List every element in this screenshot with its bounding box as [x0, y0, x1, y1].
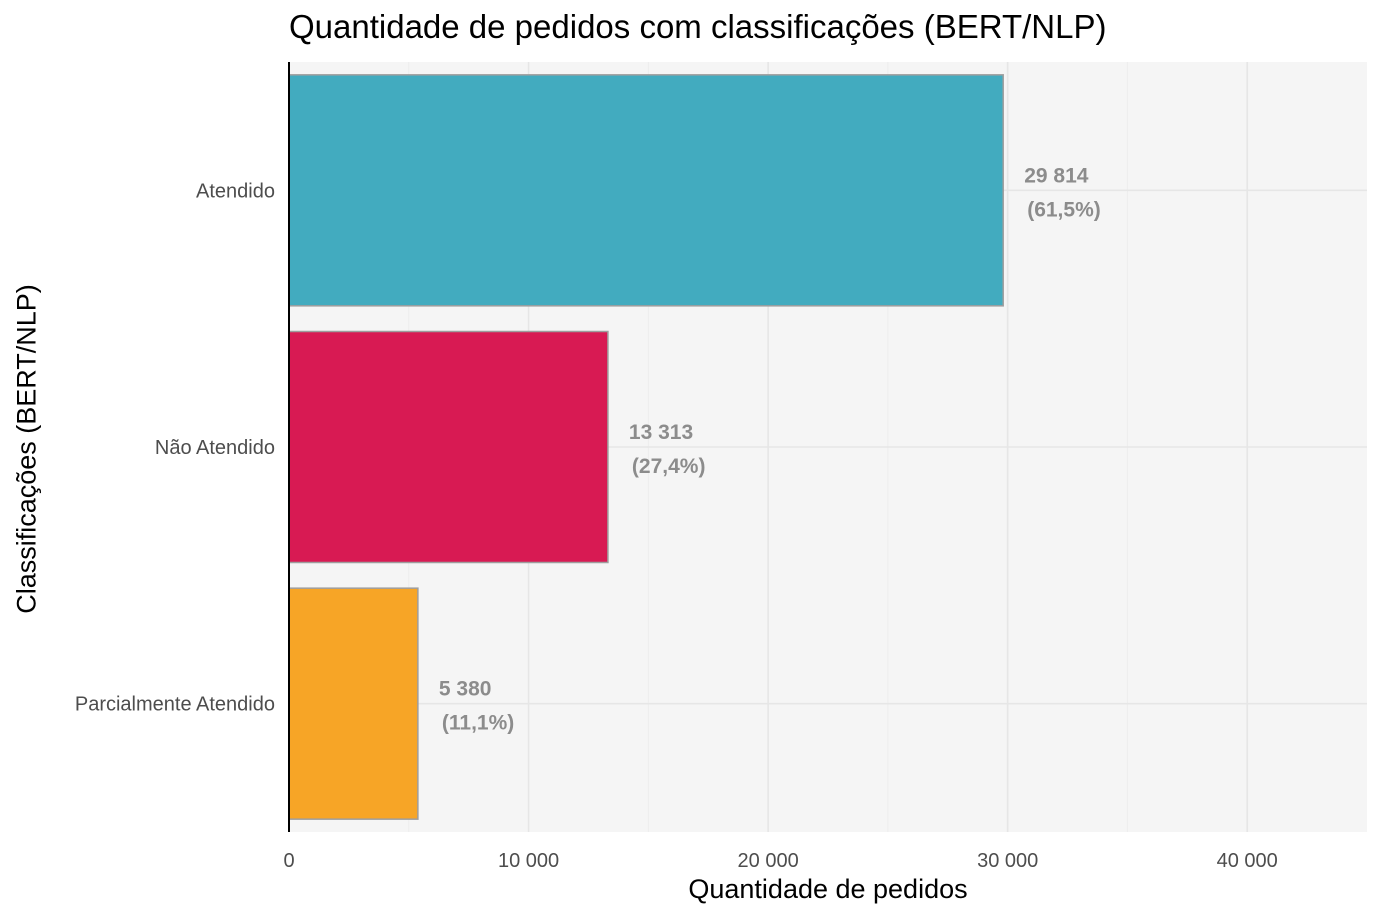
bar-2: [288, 330, 609, 564]
y-tick-label: Atendido: [196, 180, 275, 202]
bar-value-label: 13 313: [629, 421, 693, 444]
bar-1: [288, 74, 1004, 307]
x-axis-title: Quantidade de pedidos: [688, 874, 968, 904]
x-tick-label: 40 000: [1217, 850, 1278, 872]
chart-title: Quantidade de pedidos com classificações…: [289, 8, 1107, 45]
x-tick-label: 30 000: [977, 850, 1038, 872]
y-tick-label: Não Atendido: [155, 437, 275, 459]
x-tick-label: 20 000: [738, 850, 799, 872]
bar-value-label: 5 380: [439, 678, 492, 701]
bar-value-label: 29 814: [1024, 164, 1089, 187]
bar-percent-label: (27,4%): [632, 455, 706, 478]
bar-3: [288, 587, 419, 820]
y-axis-title: Classificações (BERT/NLP): [11, 284, 42, 614]
x-tick-label: 10 000: [498, 850, 559, 872]
y-tick-label: Parcialmente Atendido: [75, 694, 275, 716]
bar-percent-label: (61,5%): [1027, 198, 1101, 221]
bar-percent-label: (11,1%): [442, 712, 514, 735]
x-tick-label: 0: [283, 850, 294, 872]
